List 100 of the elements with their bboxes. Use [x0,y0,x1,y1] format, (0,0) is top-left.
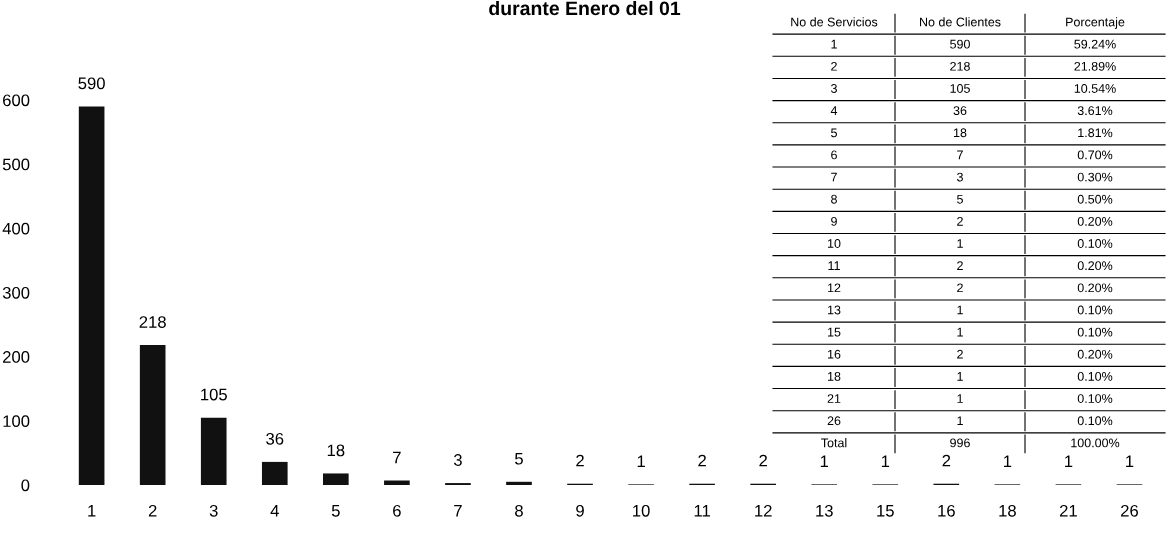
annotation: 2 [957,349,963,359]
text: 1 [831,39,837,49]
x-tick-label: 4 [270,505,279,517]
annotation: 9 [831,216,837,226]
annotation: 1 [957,416,963,426]
text: 59.24% [1074,39,1116,49]
annotation: 6 [831,150,837,160]
data-label: 1 [820,455,829,468]
x-tick-label: 21 [1060,504,1077,517]
x-tick-label: 1 [88,505,96,517]
annotation: 5 [957,194,963,204]
annotation: 3.61% [1077,106,1113,116]
y-tick-label: 200 [3,351,30,363]
annotation: 10 [828,239,841,248]
annotation: 26 [827,416,841,426]
x-tick-label: 11 [694,505,710,517]
annotation: 0.10% [1077,327,1113,337]
annotation: 36 [953,106,967,116]
bar [506,481,532,485]
y-tick-label: 500 [2,158,30,171]
data-label: 2 [942,454,951,467]
data-label: 105 [201,388,227,401]
text: No de Servicios [791,17,878,27]
data-label: 2 [576,454,584,467]
data-label: 1 [1126,455,1134,468]
bar [261,461,288,485]
bar [78,106,105,485]
annotation: 996 [950,438,970,448]
annotation: 8 [831,194,837,204]
annotation: 1 [957,372,963,381]
y-tick-label: 300 [2,286,30,299]
annotation: 18 [828,371,841,381]
data-label: 5 [515,452,523,465]
annotation: 2 [957,216,963,226]
annotation: 0.30% [1077,172,1113,182]
bar [323,473,349,485]
x-tick-label: 5 [331,505,340,517]
x-tick-label: 18 [999,504,1016,517]
annotation: 11 [828,261,840,270]
annotation: 15 [828,327,841,337]
annotation: 7 [831,172,837,182]
x-tick-label: 9 [576,504,584,517]
y-tick-label: 0 [21,479,30,492]
annotation: 1 [957,239,963,248]
annotation: 21 [827,394,841,403]
annotation: 0.10% [1077,394,1113,403]
x-tick-label: 15 [877,505,894,517]
annotation: 7 [957,150,963,160]
bar [200,417,227,485]
text: 105 [950,84,970,93]
data-label: 3 [453,454,462,466]
x-tick-label: 12 [755,504,772,517]
annotation: 0.10% [1077,416,1113,426]
text: 3 [831,84,837,93]
text: 10.54% [1074,84,1116,93]
annotation: 0.10% [1077,305,1113,315]
data-label: 1 [1065,455,1073,468]
data-label: 36 [266,432,284,445]
annotation: 100.00% [1071,438,1120,448]
x-tick-label: 7 [454,505,462,517]
annotation: 0.20% [1077,216,1113,226]
annotation: 0.20% [1077,349,1113,359]
x-tick-label: 26 [1121,504,1139,517]
annotation: 0.10% [1077,371,1113,381]
annotation: 12 [828,283,841,293]
bar [139,345,166,485]
y-tick-label: 100 [3,415,30,428]
annotation: 2 [957,283,963,293]
text: 2 [831,61,837,71]
data-label: 1 [637,455,645,468]
x-tick-label: 2 [148,504,157,517]
annotation: 18 [954,128,967,138]
annotation: 16 [828,349,841,359]
annotation: 0.20% [1077,261,1113,271]
data-label: 7 [393,451,401,464]
annotation: 2 [957,261,963,270]
data-label: 1 [881,455,890,468]
data-label: 590 [78,77,105,90]
annotation: 1 [957,327,963,337]
data-label: 1 [1004,455,1012,468]
data-label: 2 [698,454,706,467]
y-tick-label: 400 [2,222,30,235]
annotation: 3 [957,172,963,182]
text: 218 [950,61,970,71]
x-tick-label: 10 [633,504,650,517]
annotation: 4 [830,106,838,115]
annotation: 0.10% [1077,239,1113,248]
annotation: Total [821,438,847,448]
annotation: 1 [957,305,963,315]
x-tick-label: 8 [515,504,523,517]
text: 21.89% [1074,61,1116,71]
chart-title: durante Enero del 01 [489,0,681,16]
annotation: 5 [831,128,837,138]
data-label: 218 [139,316,166,328]
bar [384,480,410,485]
annotation: 1.81% [1078,128,1113,138]
x-tick-label: 13 [816,504,833,517]
x-tick-label: 6 [393,504,401,517]
y-tick-label: 600 [3,94,30,107]
annotation: 1 [957,394,963,403]
